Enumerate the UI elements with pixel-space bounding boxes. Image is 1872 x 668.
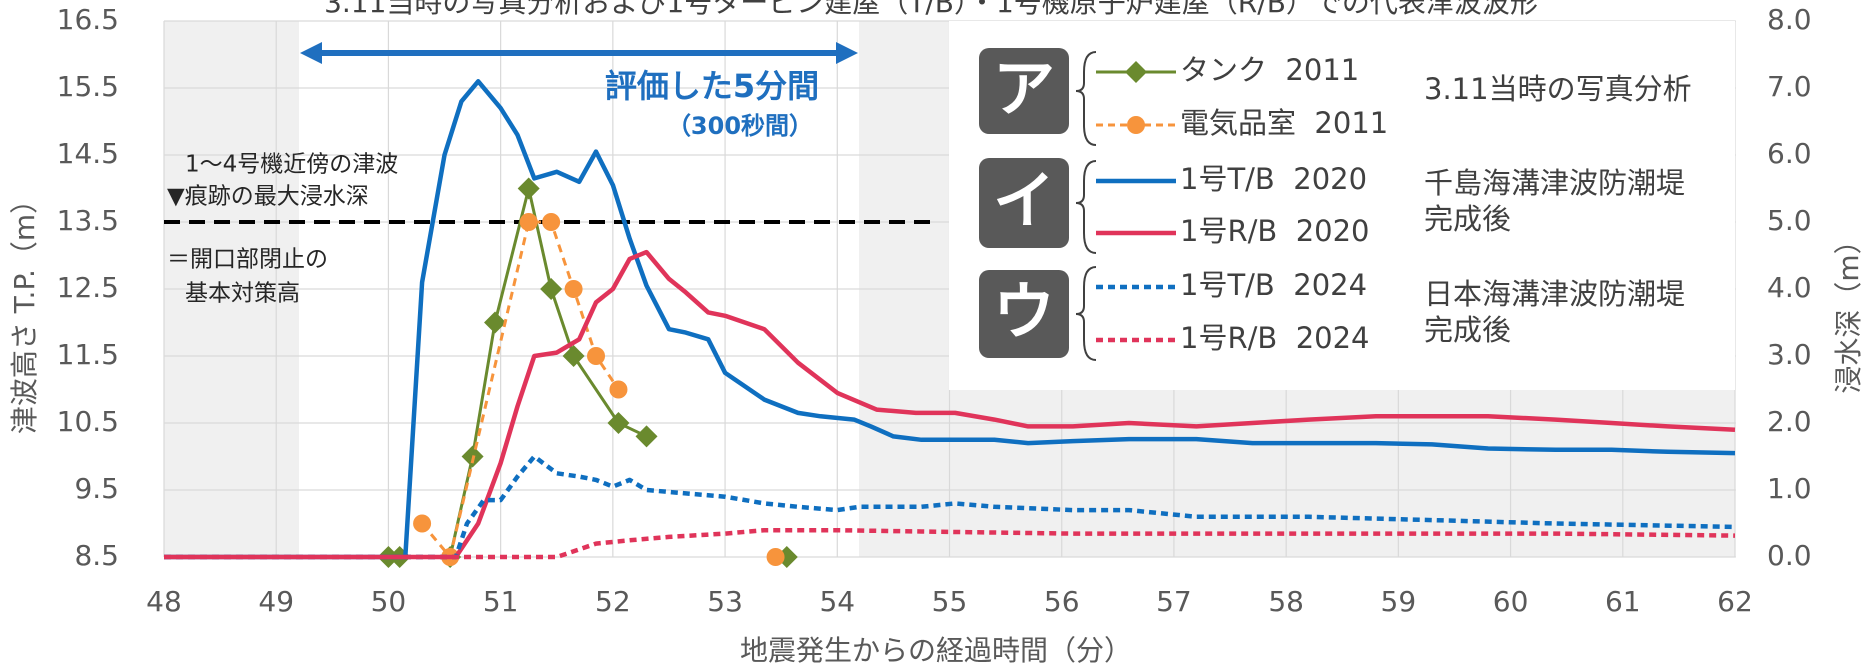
legend-box bbox=[949, 21, 1735, 390]
x-tick-label: 54 bbox=[819, 585, 855, 618]
x-tick-label: 59 bbox=[1381, 585, 1417, 618]
legend-marker bbox=[1125, 61, 1147, 83]
data-point bbox=[607, 412, 630, 434]
x-tick-label: 52 bbox=[595, 585, 631, 618]
y-tick-label: 14.5 bbox=[57, 137, 119, 170]
x-tick-label: 49 bbox=[258, 585, 294, 618]
legend-group-box bbox=[979, 270, 1069, 358]
y-tick-label: 16.5 bbox=[57, 3, 119, 36]
data-point bbox=[461, 445, 484, 468]
series-line bbox=[164, 249, 1736, 560]
data-point bbox=[519, 213, 538, 231]
data-point bbox=[766, 548, 785, 566]
x-tick-label: 55 bbox=[932, 585, 968, 618]
legend-label: 1号T/B 2020 bbox=[1180, 162, 1367, 196]
legend-group-box bbox=[979, 158, 1069, 248]
legend-group-label: ア bbox=[993, 52, 1055, 125]
legend-group-label: ウ bbox=[993, 275, 1055, 348]
x-tick-label: 62 bbox=[1717, 585, 1753, 618]
reference-label: 1～4号機近傍の津波 bbox=[185, 152, 398, 178]
y2-tick-label: 7.0 bbox=[1767, 70, 1812, 103]
legend-group-text: 完成後 bbox=[1424, 202, 1511, 236]
data-point bbox=[562, 345, 585, 367]
x-tick-label: 50 bbox=[371, 585, 407, 618]
y-tick-label: 15.5 bbox=[57, 70, 119, 103]
data-point bbox=[587, 347, 606, 365]
legend-label: 1号R/B 2020 bbox=[1180, 214, 1370, 248]
x-tick-label: 56 bbox=[1044, 585, 1080, 618]
x-tick-label: 60 bbox=[1493, 585, 1529, 618]
legend-marker bbox=[1127, 116, 1145, 134]
reference-label: ＝開口部閉止の bbox=[167, 247, 328, 273]
y2-tick-label: 5.0 bbox=[1767, 204, 1812, 237]
annotation: 評価した5分間 bbox=[605, 67, 819, 105]
x-tick-label: 61 bbox=[1605, 585, 1641, 618]
y-tick-label: 11.5 bbox=[57, 338, 119, 371]
y-tick-label: 12.5 bbox=[57, 271, 119, 304]
x-tick-label: 57 bbox=[1156, 585, 1192, 618]
legend-group-label: イ bbox=[993, 164, 1055, 237]
x-tick-label: 53 bbox=[707, 585, 743, 618]
annotation: （300秒間） bbox=[667, 112, 813, 140]
legend-label: 1号R/B 2024 bbox=[1180, 321, 1370, 355]
x-tick-label: 51 bbox=[483, 585, 519, 618]
series-line bbox=[164, 79, 1736, 560]
data-point bbox=[484, 311, 507, 334]
x-axis-label: 地震発生からの経過時間（分） bbox=[740, 634, 1132, 667]
series-line bbox=[164, 454, 1736, 560]
y2-tick-label: 6.0 bbox=[1767, 137, 1812, 170]
legend-label: 1号T/B 2024 bbox=[1180, 268, 1367, 302]
y-tick-label: 9.5 bbox=[74, 472, 119, 505]
data-point bbox=[413, 514, 432, 533]
data-point bbox=[540, 278, 563, 300]
y2-tick-label: 0.0 bbox=[1767, 539, 1812, 572]
y-axis-label: 津波高さ T.P.（m） bbox=[8, 186, 41, 434]
y2-tick-label: 2.0 bbox=[1767, 405, 1812, 438]
legend-group-text: 3.11当時の写真分析 bbox=[1424, 72, 1692, 106]
legend-brace bbox=[1075, 51, 1097, 146]
y2-tick-label: 4.0 bbox=[1767, 271, 1812, 304]
x-tick-label: 58 bbox=[1268, 585, 1304, 618]
legend-label: 電気品室 2011 bbox=[1180, 106, 1388, 140]
y2-axis-label: 浸水深（m） bbox=[1832, 226, 1865, 393]
data-point bbox=[542, 213, 561, 231]
data-point bbox=[635, 425, 658, 448]
period-arrow bbox=[300, 42, 858, 64]
x-tick-label: 48 bbox=[146, 585, 182, 618]
y2-tick-label: 8.0 bbox=[1767, 3, 1812, 36]
y2-tick-label: 1.0 bbox=[1767, 472, 1812, 505]
legend-group-box bbox=[979, 48, 1069, 134]
reference-label: 基本対策高 bbox=[185, 281, 300, 307]
data-point bbox=[517, 177, 540, 200]
y2-tick-label: 3.0 bbox=[1767, 338, 1812, 371]
y-tick-label: 13.5 bbox=[57, 204, 119, 237]
data-point bbox=[609, 380, 628, 399]
legend-group-text: 完成後 bbox=[1424, 313, 1511, 347]
chart-title: 3.11当時の写真分析および1号タービン建屋（T/B）・1号機原子炉建屋（R/B… bbox=[324, 0, 1538, 19]
y-tick-label: 10.5 bbox=[57, 405, 119, 438]
data-point bbox=[564, 280, 583, 298]
legend-brace bbox=[1075, 160, 1097, 254]
reference-label: ▼痕跡の最大浸水深 bbox=[167, 184, 369, 210]
legend-group-text: 日本海溝津波防潮堤 bbox=[1424, 277, 1685, 311]
legend-brace bbox=[1075, 266, 1097, 361]
y-tick-label: 8.5 bbox=[74, 539, 119, 572]
series-line bbox=[164, 527, 1736, 560]
legend-label: タンク 2011 bbox=[1180, 53, 1359, 87]
legend-group-text: 千島海溝津波防潮堤 bbox=[1424, 166, 1685, 200]
